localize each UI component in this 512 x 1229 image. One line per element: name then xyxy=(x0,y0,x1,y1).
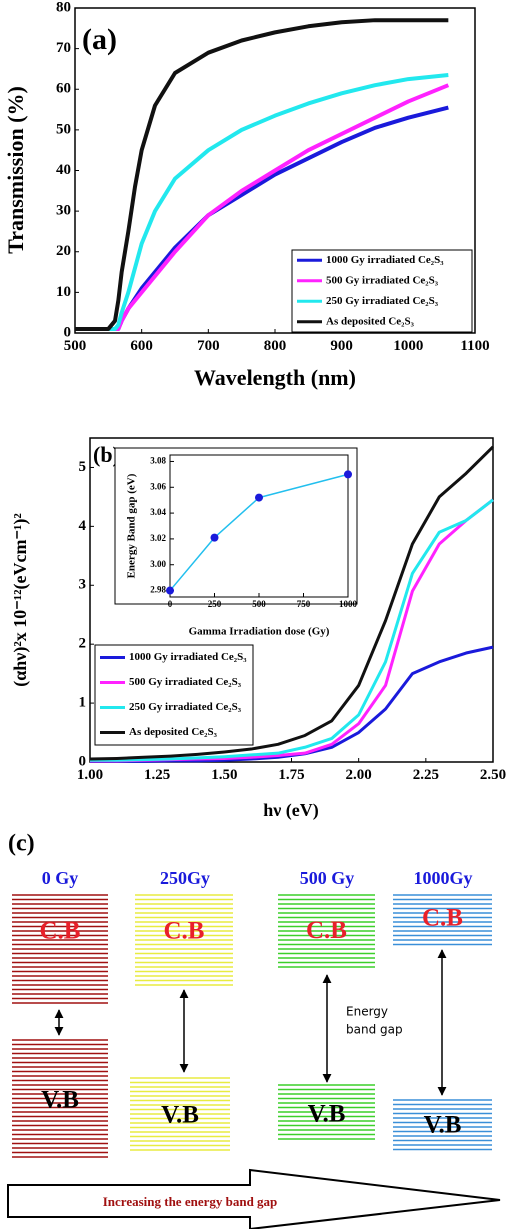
legend-box xyxy=(94,644,254,746)
cb-label: C.B xyxy=(40,918,81,945)
y-tick-label: 40 xyxy=(56,162,71,178)
data-point xyxy=(210,533,219,542)
dose-label: 0 Gy xyxy=(42,868,79,888)
legend-label: 250 Gy irradiated Ce₂S₃ xyxy=(129,701,242,713)
data-point xyxy=(344,470,352,479)
vb-label: V.B xyxy=(161,1102,199,1129)
y-tick-label: 70 xyxy=(56,40,71,56)
y-tick-label: 20 xyxy=(56,243,71,259)
legend-label: 1000 Gy irradiated Ce₂S₃ xyxy=(326,254,444,266)
x-tick-label: 1.75 xyxy=(278,767,304,783)
x-tick-label: 2.25 xyxy=(413,767,439,783)
x-tick-label: 1.25 xyxy=(144,767,170,783)
dose-label: 500 Gy xyxy=(300,868,355,888)
y-axis-label: Transmission (%) xyxy=(3,86,28,254)
y-tick-label: 80 xyxy=(56,0,71,15)
series-line xyxy=(89,445,495,761)
x-tick-label: 250 xyxy=(208,599,222,609)
data-point xyxy=(255,493,263,502)
x-tick-label: 1.00 xyxy=(77,767,103,783)
dose-label: 250Gy xyxy=(160,868,210,888)
y-tick-label: 5 xyxy=(79,459,87,475)
x-tick-label: 600 xyxy=(130,338,153,354)
x-tick-label: 2.00 xyxy=(346,767,372,783)
vb-label: V.B xyxy=(308,1101,346,1128)
y-axis-label: (αhν)²x 10⁻¹²(eVcm⁻¹)² xyxy=(10,513,31,687)
y-tick-label: 1 xyxy=(79,695,87,711)
y-tick-label: 0 xyxy=(64,324,72,340)
panel-label: (a) xyxy=(82,23,117,56)
x-tick-label: 0 xyxy=(168,599,173,609)
x-tick-label: 900 xyxy=(330,338,353,354)
series-line xyxy=(75,18,449,331)
y-tick-label: 60 xyxy=(56,81,71,97)
x-tick-label: 1100 xyxy=(460,338,489,354)
panel-label: (c) xyxy=(8,831,35,857)
vb-label: V.B xyxy=(41,1087,79,1114)
vb-label: V.B xyxy=(424,1112,462,1139)
series-line xyxy=(169,473,349,592)
x-axis-label: Gamma Irradiation dose (Gy) xyxy=(189,626,330,638)
y-tick-label: 2 xyxy=(79,636,87,652)
legend-label: 250 Gy irradiated Ce₂S₃ xyxy=(326,295,439,307)
x-tick-label: 1.50 xyxy=(211,767,237,783)
legend-label: 1000 Gy irradiated Ce₂S₃ xyxy=(129,651,247,663)
y-tick-label: 3.04 xyxy=(150,507,166,517)
x-tick-label: 500 xyxy=(252,599,266,609)
cb-label: C.B xyxy=(164,918,205,945)
legend-label: As deposited Ce₂S₃ xyxy=(326,315,415,327)
legend-label: 500 Gy irradiated Ce₂S₃ xyxy=(326,274,439,286)
y-tick-label: 3.06 xyxy=(150,481,166,491)
y-tick-label: 3 xyxy=(79,577,87,593)
y-tick-label: 4 xyxy=(79,518,87,534)
gap-note: Energy xyxy=(346,1005,388,1019)
y-tick-label: 3.00 xyxy=(150,559,166,569)
x-tick-label: 800 xyxy=(264,338,287,354)
y-tick-label: 30 xyxy=(56,203,71,219)
increase-arrow xyxy=(7,1168,501,1229)
dose-label: 1000Gy xyxy=(413,868,472,888)
legend-box xyxy=(291,249,473,333)
arrow-text: Increasing the energy band gap xyxy=(103,1194,278,1209)
x-tick-label: 1000 xyxy=(393,338,423,354)
gap-note: band gap xyxy=(346,1023,403,1037)
x-tick-label: 2.50 xyxy=(480,767,506,783)
y-tick-label: 2.98 xyxy=(150,585,166,595)
y-tick-label: 50 xyxy=(56,121,71,137)
x-tick-label: 500 xyxy=(64,338,87,354)
x-tick-label: 700 xyxy=(197,338,220,354)
inset-frame xyxy=(114,447,358,605)
y-tick-label: 3.08 xyxy=(150,456,166,466)
data-point xyxy=(166,586,174,595)
cb-label: C.B xyxy=(422,905,463,932)
y-tick-label: 10 xyxy=(56,284,71,300)
cb-label: C.B xyxy=(306,917,347,944)
x-axis-label: hν (eV) xyxy=(263,800,319,821)
y-tick-label: 0 xyxy=(79,753,87,769)
x-axis-label: Wavelength (nm) xyxy=(194,365,356,390)
legend-label: 500 Gy irradiated Ce₂S₃ xyxy=(129,676,242,688)
series-line xyxy=(90,498,494,762)
y-tick-label: 3.02 xyxy=(150,533,166,543)
legend-label: As deposited Ce₂S₃ xyxy=(129,726,218,738)
x-tick-label: 1000 xyxy=(339,599,358,609)
y-axis-label: Energy Band gap (eV) xyxy=(126,473,138,578)
x-tick-label: 750 xyxy=(297,599,311,609)
